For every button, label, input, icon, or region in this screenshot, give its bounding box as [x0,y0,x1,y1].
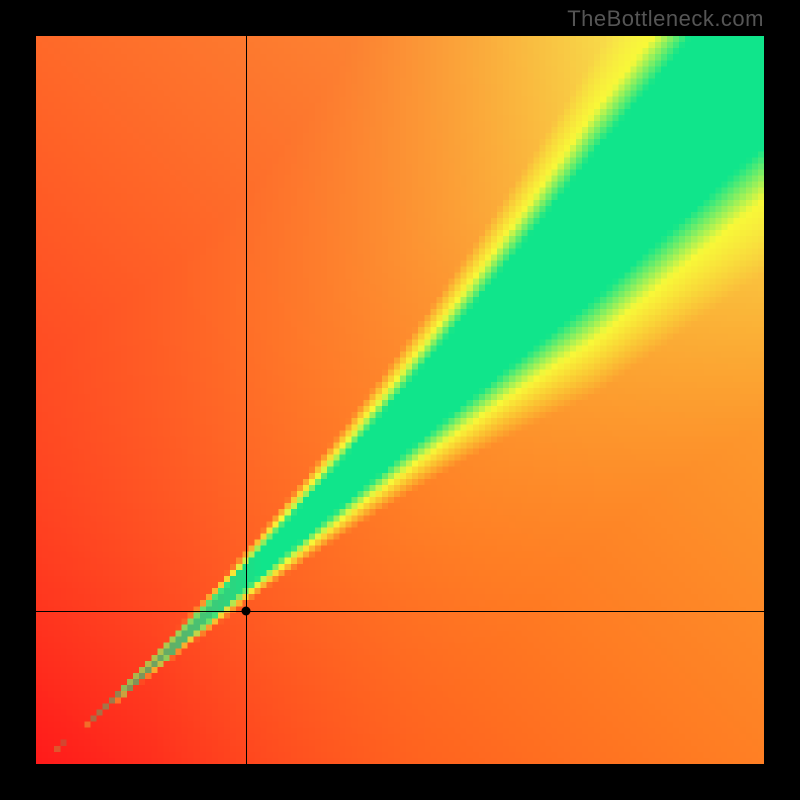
marker-dot [241,607,250,616]
heatmap-canvas [36,36,764,764]
crosshair-horizontal [36,611,764,612]
plot-area [36,36,764,764]
crosshair-vertical [246,36,247,764]
watermark-text: TheBottleneck.com [567,6,764,32]
